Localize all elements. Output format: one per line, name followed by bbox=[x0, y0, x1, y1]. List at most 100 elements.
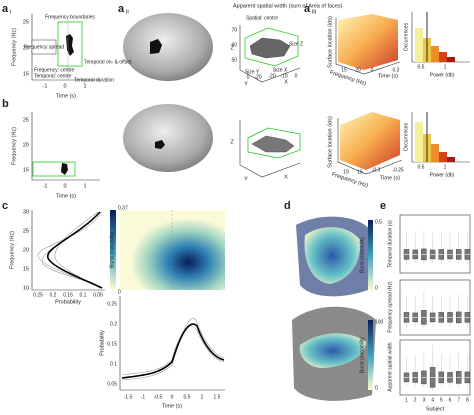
tick-label: -0.5 bbox=[154, 394, 163, 400]
panel-label: e bbox=[380, 200, 386, 212]
brain bbox=[123, 13, 213, 81]
subject-curve bbox=[37, 211, 104, 289]
axes bbox=[399, 339, 471, 396]
tick-label: 20 bbox=[23, 45, 29, 51]
tick-label: 15 bbox=[23, 71, 29, 77]
title: Apparent spatial width (sum of Area of f… bbox=[233, 3, 343, 9]
tick-label: -20 bbox=[254, 74, 261, 80]
axis-label: Time (s) bbox=[56, 193, 76, 199]
axis-label: Probability bbox=[55, 299, 81, 305]
axis-label: X bbox=[284, 79, 288, 85]
tick-label: 20 bbox=[355, 67, 361, 73]
subject-curve bbox=[121, 325, 225, 376]
surface bbox=[304, 227, 361, 284]
green-box bbox=[247, 127, 301, 159]
panel-sublabel: i bbox=[10, 10, 11, 16]
tick-label: -0.3 bbox=[372, 167, 381, 173]
heatmap-3d bbox=[338, 14, 398, 70]
panel-label: a bbox=[2, 3, 9, 15]
tick-label: 0 bbox=[375, 385, 378, 391]
axis-label: Occurrences bbox=[403, 22, 409, 51]
bar bbox=[431, 144, 439, 162]
annotation: Size Z bbox=[289, 41, 303, 47]
tick-label: 0 bbox=[63, 83, 66, 89]
axes bbox=[399, 279, 471, 336]
heatmap bbox=[120, 210, 225, 290]
tick-label: 0 bbox=[118, 289, 121, 295]
tick-label: 0 bbox=[171, 394, 174, 400]
tick-label: 7 bbox=[457, 397, 460, 403]
panel-label: c bbox=[2, 200, 8, 212]
green-box bbox=[57, 21, 83, 67]
tick-label: 0.1 bbox=[80, 292, 87, 298]
annotation: Size X bbox=[273, 67, 288, 73]
tick-label: 15 bbox=[341, 67, 347, 73]
tick-label: 6 bbox=[449, 397, 452, 403]
axes bbox=[31, 210, 105, 291]
panel-label: a bbox=[118, 3, 125, 15]
axis-label: Frequency (Hz) bbox=[9, 231, 15, 269]
burst-region bbox=[150, 39, 162, 54]
mean-curve bbox=[121, 323, 225, 379]
panel-label: d bbox=[284, 200, 291, 212]
colorbar bbox=[110, 210, 116, 290]
colorbar bbox=[368, 220, 373, 290]
tick-label: 50 bbox=[231, 57, 237, 63]
axes-3d bbox=[335, 18, 401, 75]
axes-3d bbox=[239, 120, 301, 178]
tick-label: 0.37 bbox=[118, 205, 128, 211]
burst-region bbox=[155, 140, 165, 149]
tick-label: 15 bbox=[23, 167, 29, 173]
tick-label: 0 bbox=[63, 183, 66, 189]
tick-label: 0.1 bbox=[110, 361, 117, 367]
axis-label: Y bbox=[244, 81, 248, 87]
tick-label: 4 bbox=[431, 397, 434, 403]
tick-label: 1.5 bbox=[214, 394, 221, 400]
tick-label: 0 bbox=[247, 74, 250, 80]
tick-label: -0.25 bbox=[392, 167, 404, 173]
axis-label: Frequency (Hz) bbox=[331, 172, 369, 189]
tick-label: 0.05 bbox=[93, 292, 103, 298]
annotation: Temporal duration bbox=[74, 77, 114, 83]
axis-label: Time (s) bbox=[162, 403, 182, 409]
panel-sublabel: ii bbox=[126, 10, 129, 16]
tick-label: 15 bbox=[357, 169, 363, 175]
tick-label: 0.2 bbox=[110, 321, 117, 327]
tick-label: 0 bbox=[375, 285, 378, 291]
axis-label: Time (s) bbox=[56, 93, 76, 99]
annotation: Size Y bbox=[245, 69, 260, 75]
tick-label: 1 bbox=[201, 394, 204, 400]
bar bbox=[415, 122, 423, 162]
tick-label: 1 bbox=[444, 164, 447, 170]
tick-label: 1 bbox=[83, 83, 86, 89]
tick-label: 20 bbox=[23, 247, 29, 253]
colorbar-label: Burst probability bbox=[109, 232, 115, 268]
tick-label: 0.15 bbox=[63, 292, 73, 298]
tick-label: -1 bbox=[43, 83, 48, 89]
tick-label: 0.05 bbox=[107, 381, 117, 387]
axes-3d bbox=[337, 118, 403, 175]
tick-label: 100 bbox=[375, 319, 384, 325]
tick-label: -10 bbox=[280, 73, 287, 79]
surface bbox=[251, 135, 295, 153]
bar bbox=[447, 157, 455, 162]
annotation: Frequency: centre bbox=[34, 67, 75, 73]
axis-label: Subject bbox=[426, 406, 445, 412]
tick-label: 60 bbox=[231, 42, 237, 48]
tick-label: 19 bbox=[343, 169, 349, 175]
annotation: Spatial: centre bbox=[246, 15, 278, 21]
surface bbox=[249, 37, 291, 59]
axis-label: Surface location (ids) bbox=[327, 116, 333, 168]
axis-label: Temporal duration (s) bbox=[387, 220, 393, 268]
tick-label: -1.5 bbox=[124, 394, 133, 400]
axis-label: X bbox=[284, 174, 288, 180]
tick-label: -1 bbox=[141, 394, 146, 400]
tick-label: 0.25 bbox=[107, 301, 117, 307]
axis-label: Frequency spread (Hz) bbox=[387, 281, 393, 332]
bar bbox=[415, 28, 423, 62]
tick-label: 15 bbox=[23, 266, 29, 272]
mean-curve bbox=[47, 211, 103, 289]
tick-label: 0.25 bbox=[33, 292, 43, 298]
tick-label: 0 bbox=[371, 67, 374, 73]
